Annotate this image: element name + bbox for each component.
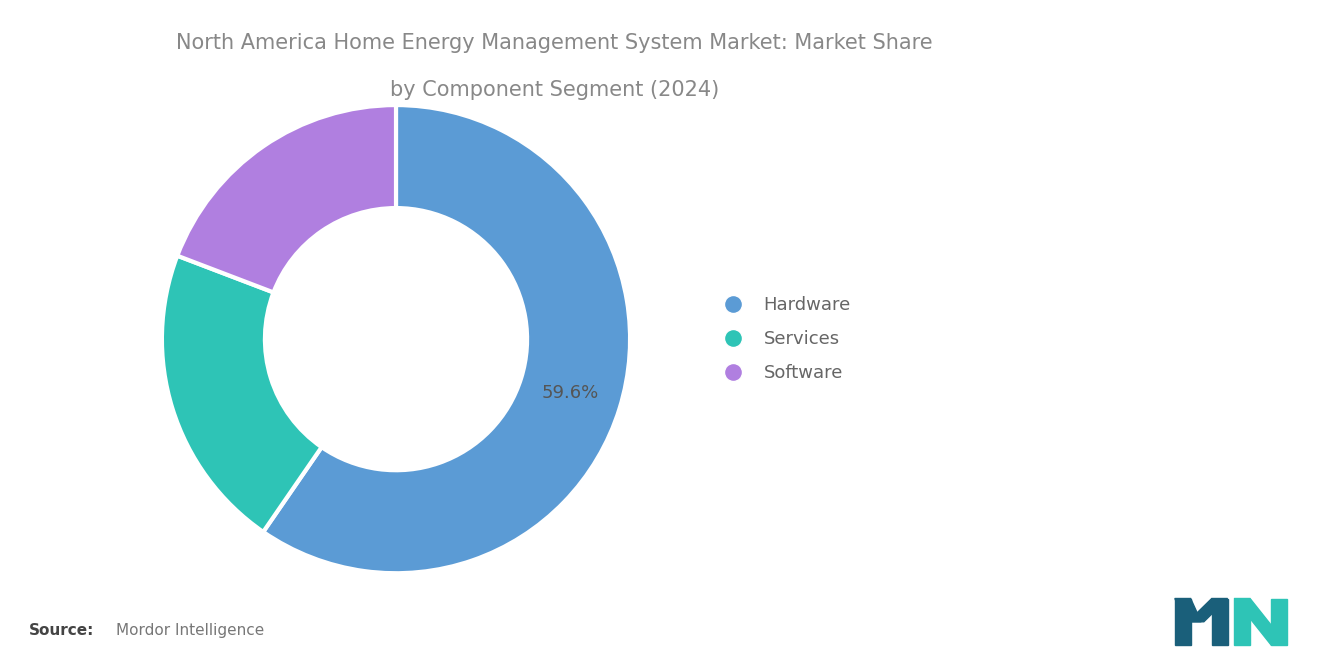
Polygon shape [1212,598,1228,645]
Text: Mordor Intelligence: Mordor Intelligence [116,623,264,638]
Polygon shape [1234,598,1287,645]
Text: North America Home Energy Management System Market: Market Share: North America Home Energy Management Sys… [176,33,933,53]
Wedge shape [263,105,630,573]
Polygon shape [1234,598,1250,645]
Legend: Hardware, Services, Software: Hardware, Services, Software [709,291,857,388]
Text: by Component Segment (2024): by Component Segment (2024) [389,80,719,100]
Polygon shape [1188,598,1228,622]
Polygon shape [1175,598,1201,622]
Text: Source:: Source: [29,623,95,638]
Text: 59.6%: 59.6% [541,384,599,402]
Polygon shape [1175,598,1191,645]
Wedge shape [177,105,396,293]
Wedge shape [162,256,322,532]
Polygon shape [1271,598,1287,645]
